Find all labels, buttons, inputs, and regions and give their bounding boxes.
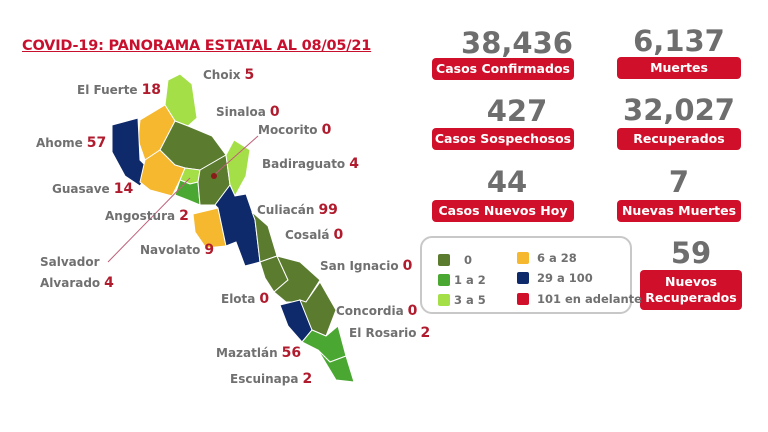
label-mocorito: Mocorito 0	[258, 122, 332, 138]
label-san-ignacio: San Ignacio 0	[320, 258, 413, 274]
label-guasave: Guasave 14	[52, 181, 134, 197]
legend-swatch	[517, 252, 529, 264]
stat-casos-nuevos-value: 44	[486, 165, 528, 199]
label-culiacan: Culiacán 99	[257, 202, 338, 218]
label-badiraguato: Badiraguato 4	[262, 156, 359, 172]
stat-nuevas-muertes-value: 7	[668, 165, 690, 199]
label-escuinapa: Escuinapa 2	[230, 371, 313, 387]
legend-item: 3 a 5	[438, 293, 486, 307]
stat-casos-nuevos-label: Casos Nuevos Hoy	[432, 200, 574, 222]
stat-nuevas-muertes-label: Nuevas Muertes	[617, 200, 741, 222]
region-navolato[interactable]	[192, 207, 227, 249]
legend-item: 0	[438, 253, 472, 267]
legend-swatch	[438, 294, 450, 306]
label-elota: Elota 0	[221, 291, 270, 307]
legend-swatch	[438, 274, 450, 286]
label-sinaloa: Sinaloa 0	[216, 104, 280, 120]
label-angostura: Angostura 2	[105, 208, 189, 224]
legend-item: 1 a 2	[438, 273, 486, 287]
stat-muertes-value: 6,137	[633, 24, 725, 58]
stat-nuevos-recuperados-line2: Recuperados	[645, 290, 737, 305]
legend-item: 101 en adelante	[517, 292, 642, 306]
salvador-alvarado-pointer	[107, 177, 191, 263]
stat-casos-sospechosos-value: 427	[486, 94, 548, 128]
label-cosala: Cosalá 0	[285, 227, 344, 243]
legend-label: 6 a 28	[537, 251, 577, 265]
region-angostura[interactable]	[174, 179, 201, 206]
legend-item: 6 a 28	[517, 251, 577, 265]
stat-recuperados-value: 32,027	[623, 93, 735, 127]
label-concordia: Concordia 0	[336, 303, 418, 319]
mocorito-pointer	[213, 135, 259, 176]
legend-label: 3 a 5	[454, 293, 486, 307]
label-choix: Choix 5	[203, 67, 255, 83]
label-salvador-alvarado: Salvador Alvarado 4	[40, 255, 114, 291]
label-el-rosario: El Rosario 2	[349, 325, 431, 341]
label-navolato: Navolato 9	[140, 242, 215, 258]
legend-label: 29 a 100	[537, 271, 593, 285]
label-el-fuerte: El Fuerte 18	[77, 82, 162, 98]
mocorito-marker	[211, 173, 217, 179]
legend-swatch	[438, 254, 450, 266]
stat-muertes-label: Muertes	[617, 57, 741, 79]
region-escuinapa[interactable]	[317, 349, 355, 383]
legend-swatch	[517, 293, 529, 305]
stat-casos-confirmados-label: Casos Confirmados	[432, 58, 574, 80]
region-culiacan[interactable]	[214, 184, 261, 267]
stat-casos-sospechosos-label: Casos Sospechosos	[432, 128, 574, 150]
legend-label: 0	[464, 253, 473, 267]
stat-nuevos-recuperados-value: 59	[670, 236, 712, 270]
stat-nuevos-recuperados-line1: Nuevos	[664, 274, 717, 289]
label-mazatlan: Mazatlán 56	[216, 345, 302, 361]
legend: 0 1 a 2 3 a 5 6 a 28 29 a 100 101 en ade…	[420, 236, 642, 314]
stat-recuperados-label: Recuperados	[617, 128, 741, 150]
label-ahome: Ahome 57	[36, 135, 107, 151]
stat-nuevos-recuperados-label: Nuevos Recuperados	[640, 270, 742, 310]
legend-item: 29 a 100	[517, 271, 593, 285]
stat-casos-confirmados-value: 38,436	[461, 26, 573, 60]
legend-label: 101 en adelante	[537, 292, 642, 306]
page-title: COVID-19: PANORAMA ESTATAL AL 08/05/21	[22, 38, 372, 54]
legend-label: 1 a 2	[454, 273, 486, 287]
legend-swatch	[517, 272, 529, 284]
